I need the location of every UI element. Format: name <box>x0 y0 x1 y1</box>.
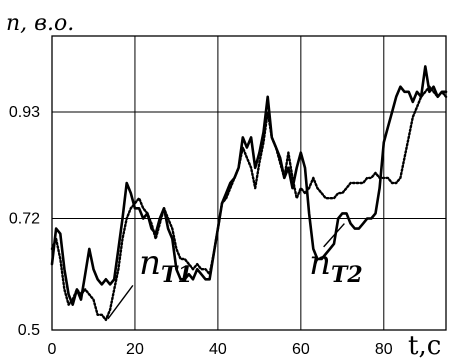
annotation-main: n <box>139 243 161 283</box>
annotation-leader-t1 <box>107 284 134 320</box>
plot-frame <box>51 35 447 331</box>
annotation-leader-t2 <box>323 223 345 248</box>
x-tick-label: 80 <box>375 341 393 358</box>
annotation-subscript: T1 <box>161 262 193 288</box>
series-line-dotted <box>50 85 448 322</box>
grid-lines <box>52 36 446 330</box>
x-tick-labels: 0 20 40 60 80 <box>48 341 393 358</box>
plot-border <box>51 35 447 331</box>
x-tick-label: 20 <box>126 341 144 358</box>
y-axis-label: n, в.о. <box>6 11 74 36</box>
annotation-label-t2: nT2 <box>309 243 363 288</box>
annotation-label-t1: nT1 <box>139 243 193 288</box>
annotations: nT1 nT2 <box>107 223 363 320</box>
x-axis-label: t,c <box>408 331 441 360</box>
series-layer <box>50 65 448 322</box>
y-tick-label: 0.93 <box>9 104 40 121</box>
x-tick-label: 60 <box>292 341 310 358</box>
series-line-solid <box>50 65 448 306</box>
x-tick-label: 0 <box>48 341 57 358</box>
y-tick-labels: 0.5 0.72 0.93 <box>9 104 40 339</box>
y-tick-label: 0.72 <box>9 210 40 227</box>
y-tick-label: 0.5 <box>18 322 40 339</box>
x-tick-label: 40 <box>209 341 227 358</box>
annotation-subscript: T2 <box>331 262 363 288</box>
annotation-main: n <box>309 243 331 283</box>
